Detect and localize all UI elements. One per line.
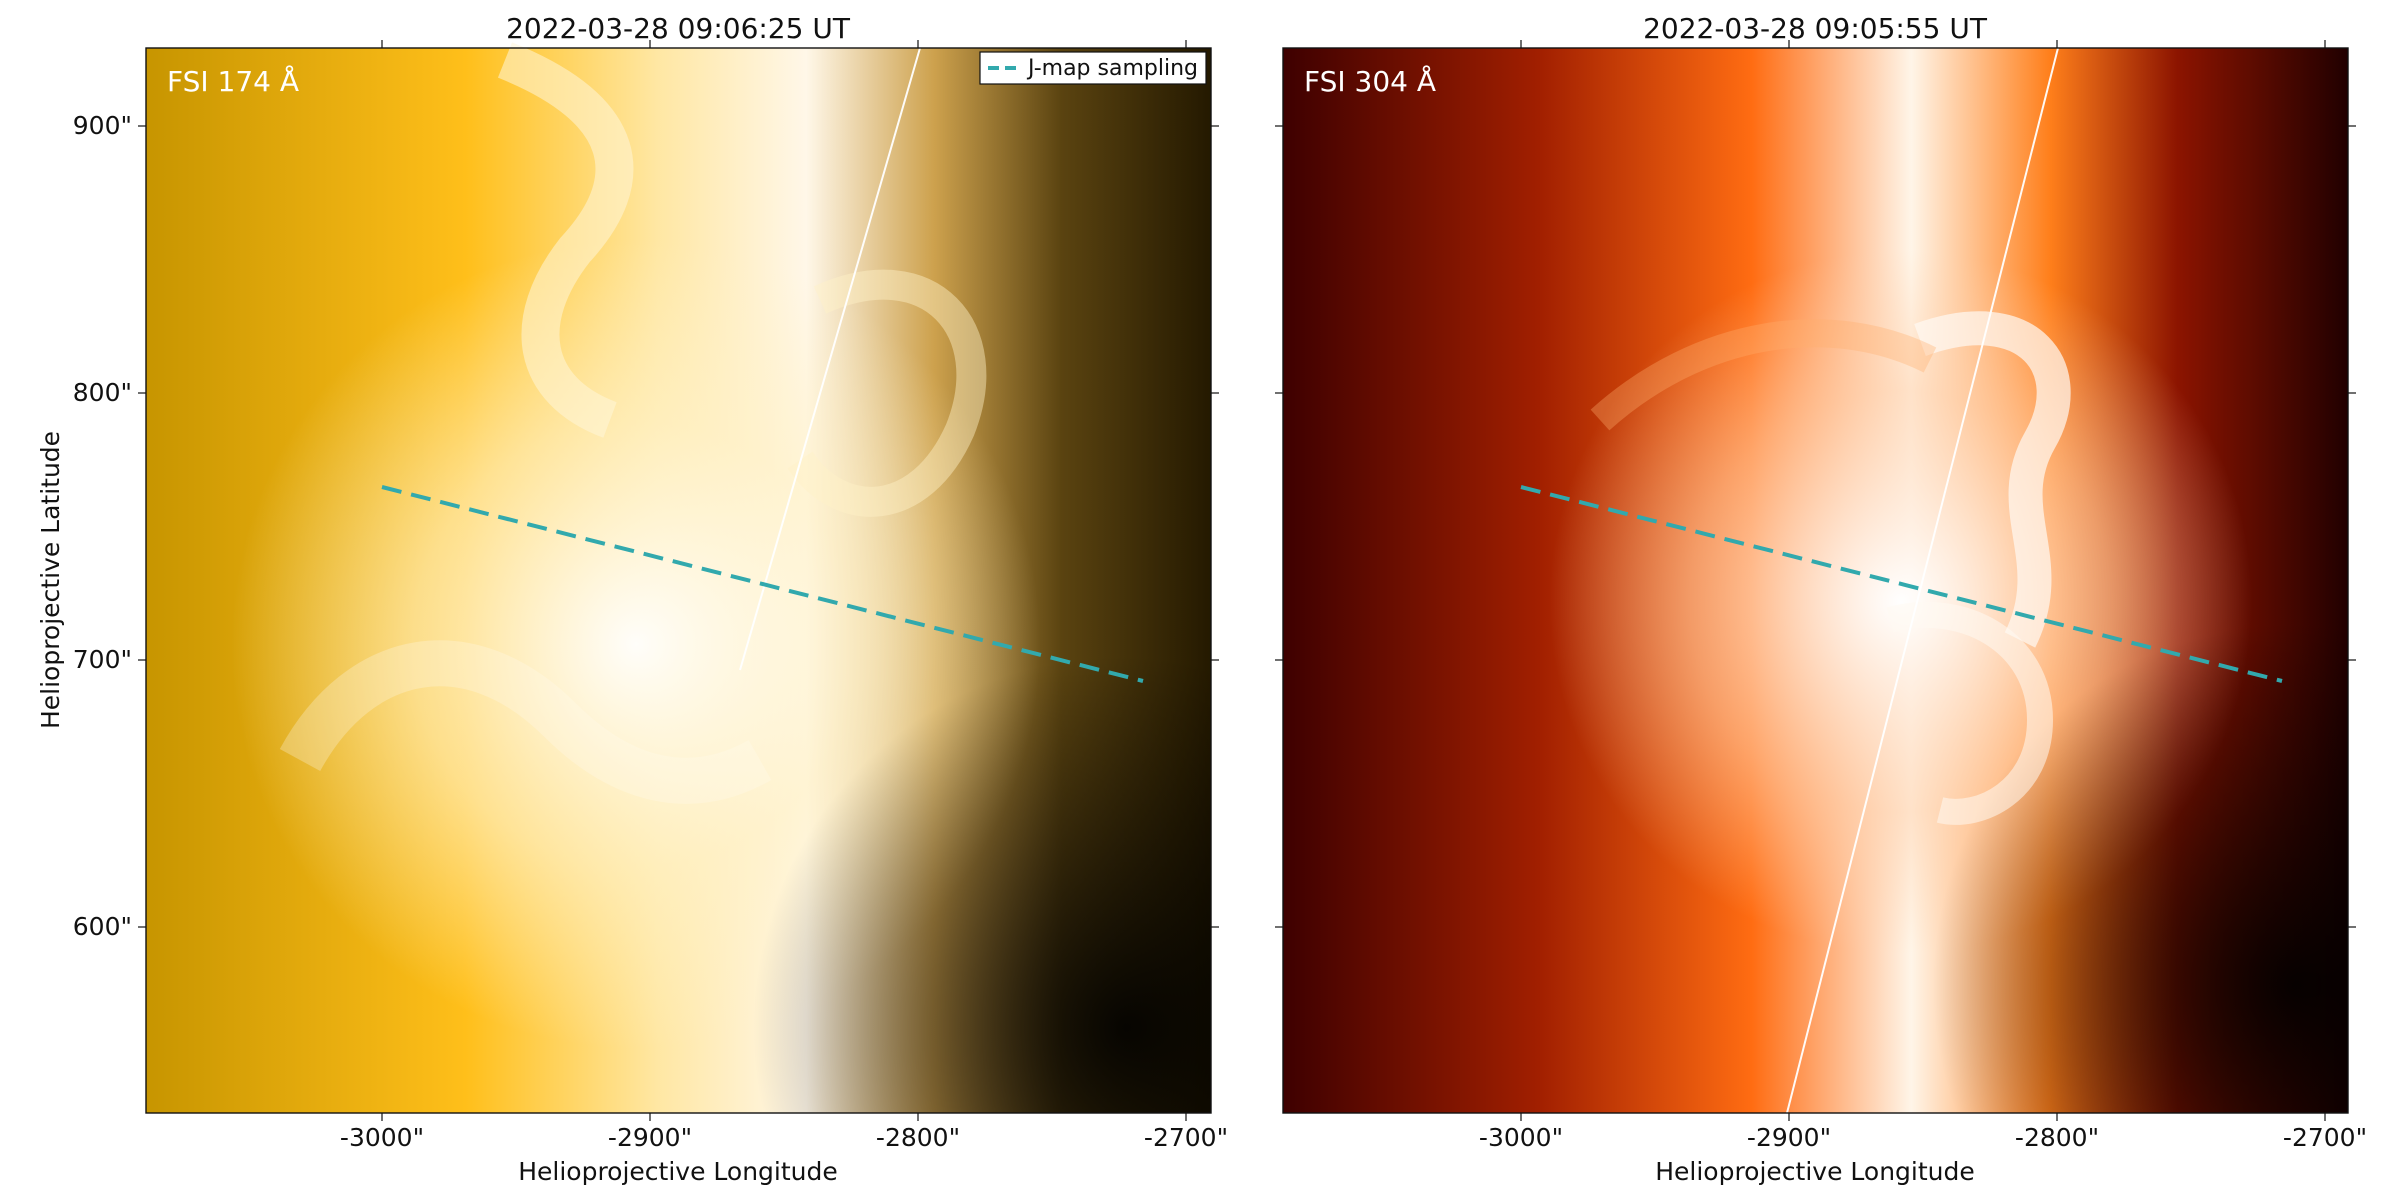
right-x-axis-label: Helioprojective Longitude [1655,1157,1975,1186]
left-white-track-line [739,47,921,671]
left-y-tick-label-2: 800" [73,378,132,407]
left-image-dark-corner [146,48,1211,1113]
left-diffuse-loop [279,640,772,804]
legend-box [979,51,1207,85]
legend-label: J-map sampling [1026,56,1198,81]
right-x-tick-label-4: -2700" [2283,1123,2367,1152]
right-axis-ticks [1275,40,2356,1121]
left-x-axis-label: Helioprojective Longitude [518,1157,838,1186]
left-x-tick-label-4: -2700" [1144,1123,1228,1152]
right-channel-label: FSI 304 Å [1304,64,1436,98]
left-y-tick-label-3: 700" [73,645,132,674]
right-loop-structure [1590,319,1937,431]
left-bright-loop [497,42,634,438]
left-y-tick-label-1: 900" [73,111,132,140]
left-channel-label: FSI 174 Å [167,64,299,98]
legend: J-map sampling [979,51,1207,85]
left-x-tick-label-1: -3000" [340,1123,424,1152]
right-image-panel [1282,47,2349,1114]
right-bright-arc [1886,601,2054,825]
right-x-tick-label-3: -2800" [2015,1123,2099,1152]
right-white-track-line [1786,47,2059,1114]
left-image-panel [145,42,1212,1114]
left-y-tick-label-4: 600" [73,912,132,941]
left-j-map-sampling-line [381,485,1144,683]
right-panel-title: 2022-03-28 09:05:55 UT [1643,12,1988,45]
right-j-map-sampling-line [1520,485,2283,683]
right-x-tick-label-2: -2900" [1747,1123,1831,1152]
left-axis-ticks [138,40,1219,1121]
left-panel-frame [145,47,1212,1114]
right-image-dark-corner [1283,48,2348,1113]
left-x-tick-label-3: -2800" [876,1123,960,1152]
right-bright-filament [1914,311,2071,648]
left-x-tick-label-2: -2900" [608,1123,692,1152]
right-x-tick-label-1: -3000" [1479,1123,1563,1152]
left-loop-structure [787,269,987,517]
right-panel-frame [1282,47,2349,1114]
left-y-axis-label: Helioprojective Latitude [36,431,65,729]
left-panel-title: 2022-03-28 09:06:25 UT [506,12,851,45]
